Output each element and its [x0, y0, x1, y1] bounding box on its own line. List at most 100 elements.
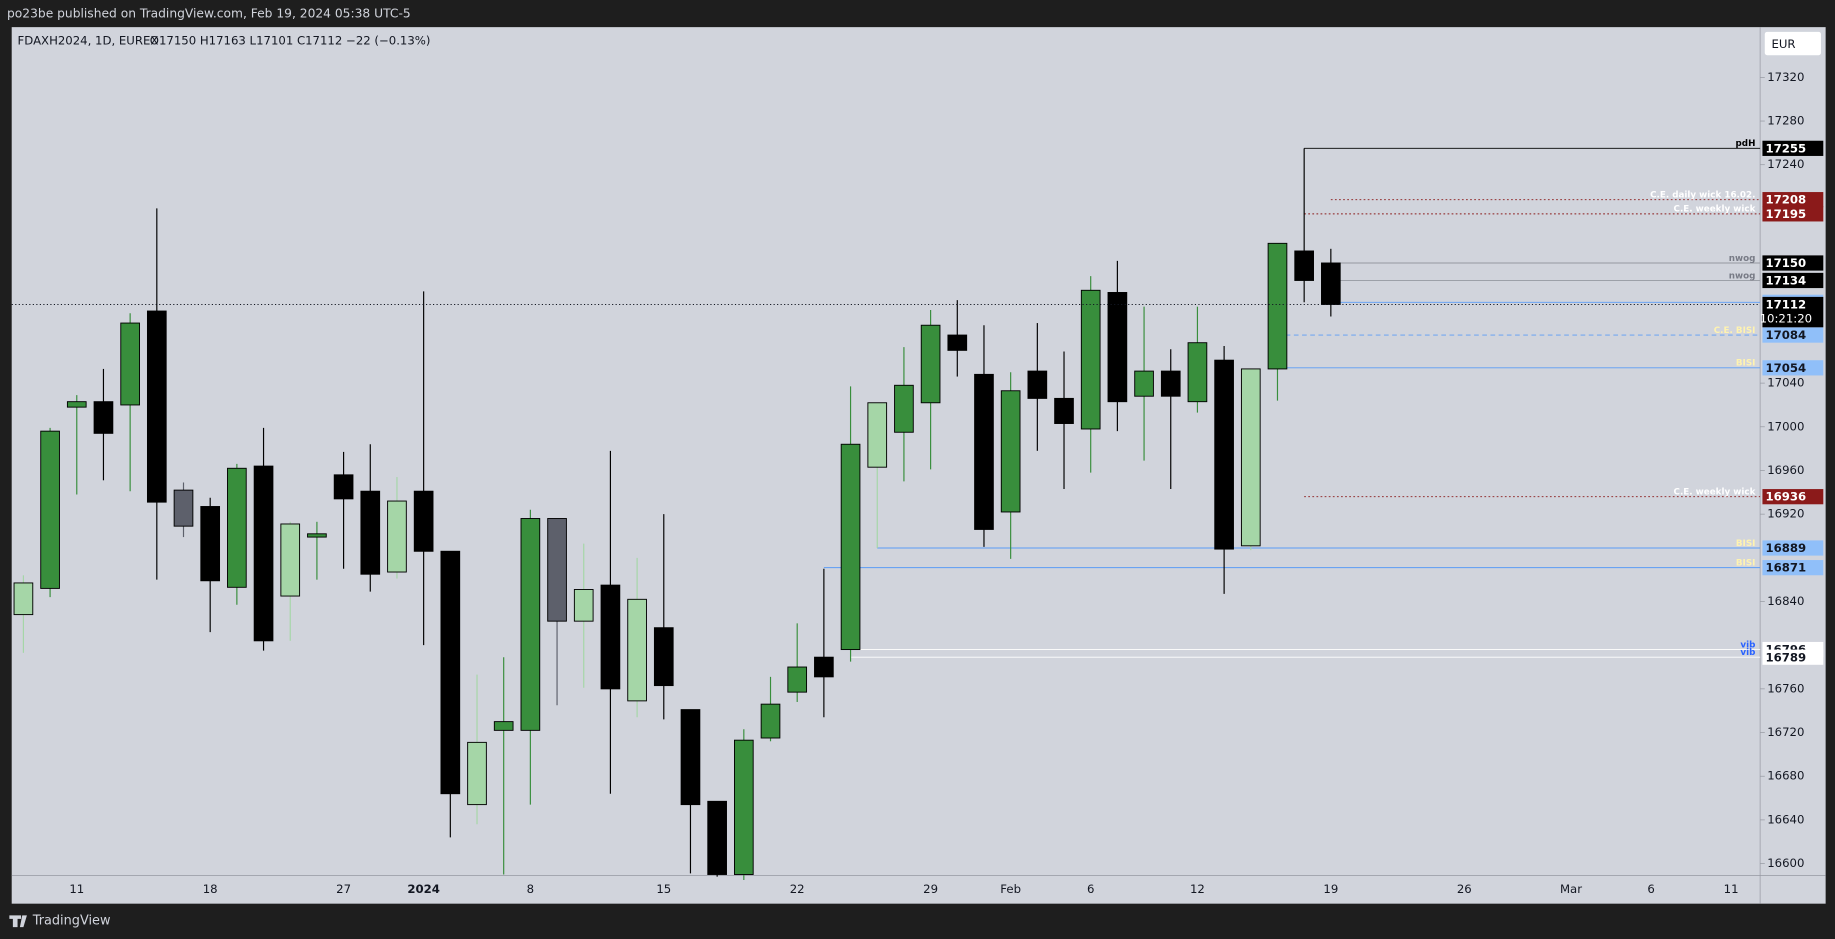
price-tag-label: 16789 [1766, 650, 1807, 664]
candle-body [1054, 397, 1074, 424]
candle-body [653, 627, 674, 687]
x-tick-label: 27 [336, 882, 351, 896]
x-tick-label: 18 [203, 882, 218, 896]
price-tag [1762, 489, 1824, 505]
countdown: 10:21:20 [1760, 312, 1813, 326]
level-label: nwog [1729, 254, 1756, 264]
last-price-tag [1762, 296, 1824, 328]
candle-body [894, 384, 914, 433]
y-tick-label: 16760 [1767, 681, 1804, 695]
candle-body [1267, 242, 1288, 370]
chart-background [11, 27, 1826, 904]
y-tick-label: 16600 [1767, 856, 1804, 870]
logo[interactable] [9, 915, 27, 928]
candle-body [387, 500, 407, 573]
x-tick-label: 19 [1323, 882, 1338, 896]
price-tag [1762, 540, 1824, 556]
y-tick-label: 17040 [1767, 376, 1804, 390]
candle-body [280, 523, 301, 597]
x-tick-label: 26 [1457, 882, 1472, 896]
currency[interactable]: EUR [1771, 37, 1795, 51]
price-tag [1762, 272, 1824, 289]
level-label: BISI [1736, 558, 1756, 568]
price-tag [1762, 206, 1824, 222]
y-tick-label: 16920 [1767, 507, 1804, 521]
y-tick-label: 16640 [1767, 812, 1804, 826]
y-tick-label: 16960 [1767, 463, 1804, 477]
y-tick-label: 16840 [1767, 594, 1804, 608]
candle-body [867, 402, 888, 468]
x-tick-label: 11 [69, 882, 84, 896]
level-label: pdH [1736, 139, 1756, 149]
level-label: C.E. weekly wick [1674, 487, 1756, 497]
candle-body [1080, 289, 1101, 430]
price-tag-label: 17195 [1766, 207, 1807, 221]
footer-brand[interactable]: TradingView [32, 914, 111, 929]
ohlc-legend: O17150 H17163 L17101 C17112 −22 (−0.13%) [150, 34, 431, 48]
x-tick-label: 29 [923, 882, 938, 896]
y-tick-label: 16720 [1767, 725, 1804, 739]
candle-body [467, 741, 487, 806]
candle-body [1240, 368, 1261, 547]
candle-body [520, 518, 541, 731]
candle-body [814, 656, 834, 678]
candle-body [440, 550, 461, 795]
candle-body [733, 739, 754, 875]
x-tick-label: 15 [656, 882, 671, 896]
candle-body [1000, 390, 1021, 513]
candle-body [1027, 370, 1048, 399]
candle-body [947, 334, 968, 351]
candle-body [13, 582, 34, 616]
candle-body [573, 589, 594, 622]
y-tick-label: 17000 [1767, 419, 1804, 433]
candle-body [173, 489, 194, 527]
y-tick-label: 17240 [1767, 157, 1804, 171]
candle-body [1107, 292, 1128, 403]
level-label: vib [1740, 640, 1755, 650]
candle-body [707, 800, 727, 875]
price-tag [1762, 140, 1824, 156]
candle-body [760, 703, 781, 739]
x-tick-label: Feb [1000, 882, 1021, 896]
price-tag-label: 16889 [1766, 541, 1807, 555]
price-tag-label: 16871 [1766, 561, 1807, 575]
price-tag [1762, 327, 1824, 343]
x-tick-label: 6 [1647, 882, 1654, 896]
candle-body [66, 401, 87, 408]
last-price-label: 17112 [1766, 298, 1807, 312]
candle-body [680, 709, 701, 806]
y-tick-label: 17280 [1767, 114, 1804, 128]
price-tag [1762, 360, 1824, 376]
candle-body [146, 310, 167, 503]
price-tag-label: 16936 [1766, 490, 1807, 504]
price-tag [1762, 255, 1824, 271]
candle-body [413, 490, 434, 552]
candle-body [974, 373, 994, 530]
level-label: C.E. daily wick 16.02. [1650, 190, 1755, 200]
candle-body [493, 721, 514, 731]
candle-body [360, 490, 381, 575]
y-tick-label: 16680 [1767, 769, 1804, 783]
candle-body [333, 474, 354, 500]
price-tag [1762, 192, 1824, 208]
candle-body [120, 322, 140, 406]
price-tag-label: 17255 [1766, 141, 1807, 155]
price-tag-label: 17208 [1766, 193, 1807, 207]
candle-body [920, 324, 941, 404]
candle-body [93, 401, 114, 434]
candle-body [1187, 342, 1208, 403]
x-tick-label: 2024 [407, 882, 440, 896]
x-tick-label: Mar [1560, 882, 1582, 896]
price-tag-label: 17134 [1766, 274, 1807, 288]
candle-body [840, 443, 861, 651]
level-label: BISI [1736, 539, 1756, 549]
y-tick-label: 17320 [1767, 70, 1804, 84]
candle-body [627, 598, 647, 702]
candle-body [1214, 359, 1234, 550]
currency-box[interactable] [1764, 31, 1821, 56]
x-tick-label: 22 [790, 882, 805, 896]
x-tick-label: 6 [1087, 882, 1094, 896]
level-label: nwog [1729, 271, 1756, 281]
candle-body [1160, 370, 1181, 397]
